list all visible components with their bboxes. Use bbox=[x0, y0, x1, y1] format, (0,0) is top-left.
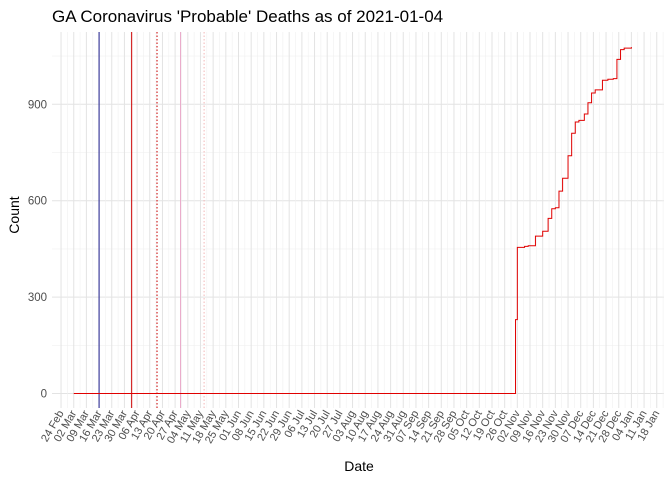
y-tick-label: 600 bbox=[28, 196, 47, 208]
reference-lines bbox=[98, 32, 205, 408]
y-tick-label: 0 bbox=[41, 389, 47, 401]
series bbox=[73, 47, 632, 395]
y-axis-ticks: 0 300 600 900 bbox=[28, 99, 47, 400]
y-tick-label: 900 bbox=[28, 99, 47, 111]
grid bbox=[52, 32, 664, 408]
x-axis-title: Date bbox=[344, 458, 374, 474]
y-tick-label: 300 bbox=[28, 292, 47, 304]
y-axis-title: Count bbox=[6, 196, 22, 233]
chart-title: GA Coronavirus 'Probable' Deaths as of 2… bbox=[52, 7, 443, 26]
series-line bbox=[73, 47, 632, 395]
